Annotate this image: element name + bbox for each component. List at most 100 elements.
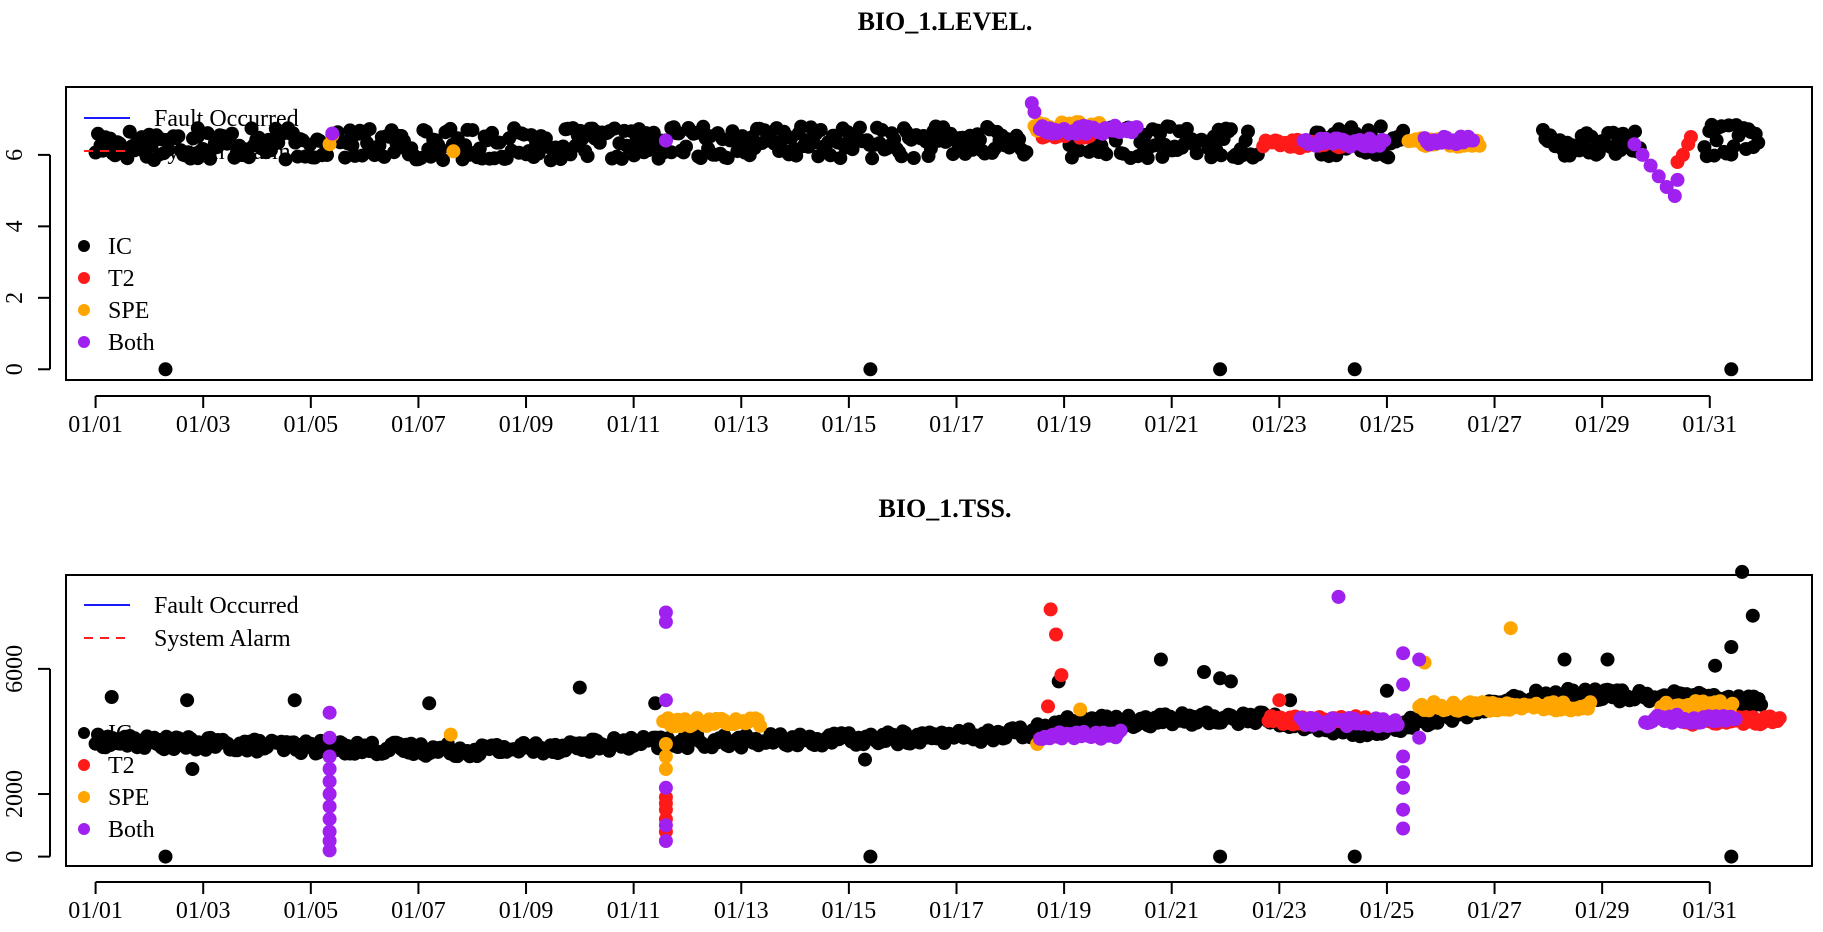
data-point xyxy=(180,693,195,708)
data-point xyxy=(185,762,200,776)
panel-level: BIO_1.LEVEL. 01/01 01/03 01/05 01/07 01/09 01… xyxy=(2,7,1813,438)
data-point xyxy=(572,680,587,695)
data-point xyxy=(1396,802,1411,817)
y-tick-label: 6 xyxy=(2,149,28,161)
x-tick-label: 01/17 xyxy=(929,412,984,438)
x-tick-label: 01/31 xyxy=(1682,898,1737,924)
data-point xyxy=(362,122,377,137)
data-point xyxy=(322,730,337,745)
data-point xyxy=(972,132,987,147)
data-point xyxy=(1381,150,1396,165)
legend-entry-label: T2 xyxy=(108,266,135,292)
data-point xyxy=(322,749,337,764)
data-point xyxy=(1390,717,1405,732)
x-tick-label: 01/01 xyxy=(68,412,123,438)
data-point xyxy=(580,149,595,164)
data-point xyxy=(1347,849,1362,864)
data-point xyxy=(1377,133,1392,148)
data-point xyxy=(190,151,205,166)
data-point xyxy=(1412,652,1427,667)
chart-title: BIO_1.TSS. xyxy=(879,494,1012,523)
x-tick-label: 01/07 xyxy=(391,898,446,924)
data-point xyxy=(1683,130,1698,144)
data-point xyxy=(1099,147,1114,162)
data-point xyxy=(1197,665,1211,679)
legend-point-swatch xyxy=(78,272,90,284)
x-tick-label: 01/15 xyxy=(822,412,877,438)
x-tick-label: 01/23 xyxy=(1252,412,1307,438)
data-point xyxy=(664,121,679,136)
data-point xyxy=(1396,780,1411,795)
data-point xyxy=(858,752,872,767)
x-tick-label: 01/09 xyxy=(499,898,554,924)
plot-frame xyxy=(65,574,1813,867)
data-point xyxy=(658,834,673,848)
data-point xyxy=(322,787,337,801)
x-tick-label: 01/11 xyxy=(607,412,661,438)
data-point xyxy=(1027,105,1042,119)
y-tick-label: 2 xyxy=(2,292,28,304)
legend-point-swatch xyxy=(78,823,90,835)
legend-entry-label: IC xyxy=(108,721,132,747)
x-tick-label: 01/03 xyxy=(176,898,231,924)
data-point xyxy=(1041,699,1055,714)
data-point xyxy=(158,849,173,864)
data-point xyxy=(1735,564,1750,579)
data-point xyxy=(1503,621,1518,636)
data-point xyxy=(320,148,334,162)
data-point xyxy=(1396,821,1411,836)
x-tick-label: 01/05 xyxy=(283,412,338,438)
data-point xyxy=(1675,147,1690,162)
data-point xyxy=(658,737,673,751)
data-point xyxy=(1670,172,1685,187)
legend-point-swatch xyxy=(78,759,90,771)
data-point xyxy=(287,693,302,708)
data-point xyxy=(1628,124,1642,139)
x-tick-label: 01/27 xyxy=(1467,898,1522,924)
data-point xyxy=(446,144,461,159)
x-tick-label: 01/19 xyxy=(1037,898,1092,924)
y-tick-label: 2000 xyxy=(2,770,28,818)
legend-point-swatch xyxy=(78,791,90,803)
legend-entry-label: System Alarm xyxy=(154,139,291,165)
data-point xyxy=(1728,712,1743,726)
data-points xyxy=(88,564,1787,864)
data-point xyxy=(1054,668,1069,683)
data-point xyxy=(679,139,693,154)
data-point xyxy=(720,151,735,166)
data-point xyxy=(1466,133,1480,148)
data-point xyxy=(443,727,458,742)
legend-entry-label: SPE xyxy=(108,785,149,811)
data-point xyxy=(1073,702,1088,717)
data-point xyxy=(1213,849,1228,864)
data-point xyxy=(423,149,438,164)
panel-tss: BIO_1.TSS. 01/01 01/03 01/05 01/07 01/09 01/1… xyxy=(2,494,1813,924)
data-point xyxy=(1745,608,1760,623)
x-tick-label: 01/29 xyxy=(1575,898,1630,924)
data-point xyxy=(322,799,337,814)
data-point xyxy=(325,126,340,141)
legend-entry-label: Both xyxy=(108,817,155,843)
data-point xyxy=(161,142,176,157)
y-tick-label: 0 xyxy=(2,363,28,375)
x-tick-label: 01/17 xyxy=(929,898,984,924)
data-point xyxy=(753,718,768,733)
data-point xyxy=(1772,711,1787,726)
data-point xyxy=(1140,151,1155,165)
data-point xyxy=(1272,693,1287,708)
data-point xyxy=(1396,123,1411,138)
data-point xyxy=(465,123,480,138)
x-tick-label: 01/29 xyxy=(1575,412,1630,438)
data-point xyxy=(436,153,450,168)
data-point xyxy=(1153,652,1168,667)
legend-entry-label: IC xyxy=(108,234,132,260)
x-tick-label: 01/25 xyxy=(1360,412,1415,438)
data-point xyxy=(1283,693,1298,708)
data-point xyxy=(190,121,205,136)
data-point xyxy=(1223,674,1238,689)
data-point xyxy=(1627,137,1642,152)
data-point xyxy=(1412,730,1427,745)
x-tick-label: 01/11 xyxy=(607,898,661,924)
data-point xyxy=(863,362,878,377)
data-point xyxy=(225,126,239,141)
